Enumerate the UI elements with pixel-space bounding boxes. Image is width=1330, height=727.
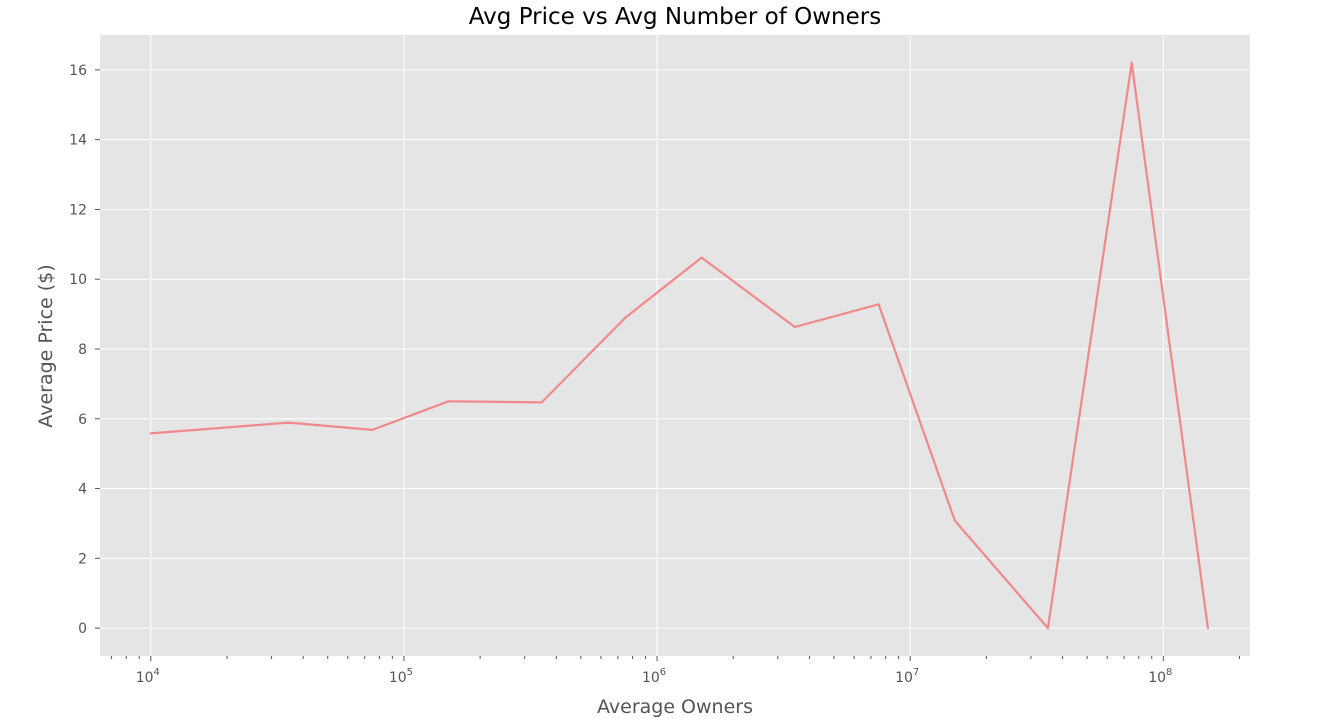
data-point <box>793 325 796 329</box>
y-tick-label: 14 <box>69 133 87 149</box>
x-tick-label: 104 <box>136 667 160 686</box>
y-tick-label: 6 <box>78 412 87 428</box>
y-axis-ticks: 0 2 4 6 8 10 12 14 16 <box>69 63 100 637</box>
data-point <box>540 401 543 404</box>
y-tick-label: 10 <box>69 272 87 288</box>
data-point <box>149 432 152 435</box>
plot-background <box>100 35 1250 656</box>
data-point <box>1130 61 1133 65</box>
data-point <box>1206 626 1209 630</box>
data-point <box>287 421 290 424</box>
data-point <box>877 303 880 306</box>
x-tick-label: 105 <box>389 667 413 686</box>
x-tick-label: 107 <box>895 667 919 686</box>
data-point <box>700 256 703 259</box>
series-layer <box>149 61 1209 630</box>
chart-title: Avg Price vs Avg Number of Owners <box>469 4 881 30</box>
y-tick-label: 2 <box>78 551 87 567</box>
x-minor-ticks <box>111 656 1241 659</box>
y-tick-label: 8 <box>78 342 87 358</box>
x-tick-label: 106 <box>642 667 666 686</box>
y-tick-label: 12 <box>69 202 87 218</box>
data-point <box>371 428 374 432</box>
x-axis-ticks: 104 105 106 107 108 <box>136 656 1172 686</box>
x-axis-label: Average Owners <box>597 696 753 718</box>
y-tick-label: 0 <box>78 621 87 637</box>
data-point <box>953 519 956 522</box>
y-tick-label: 16 <box>69 63 87 79</box>
data-point <box>447 400 450 403</box>
y-axis-label: Average Price ($) <box>35 264 57 427</box>
data-point <box>624 316 627 319</box>
y-tick-label: 4 <box>78 482 87 498</box>
data-point <box>1046 626 1050 630</box>
x-tick-label: 108 <box>1148 667 1172 686</box>
